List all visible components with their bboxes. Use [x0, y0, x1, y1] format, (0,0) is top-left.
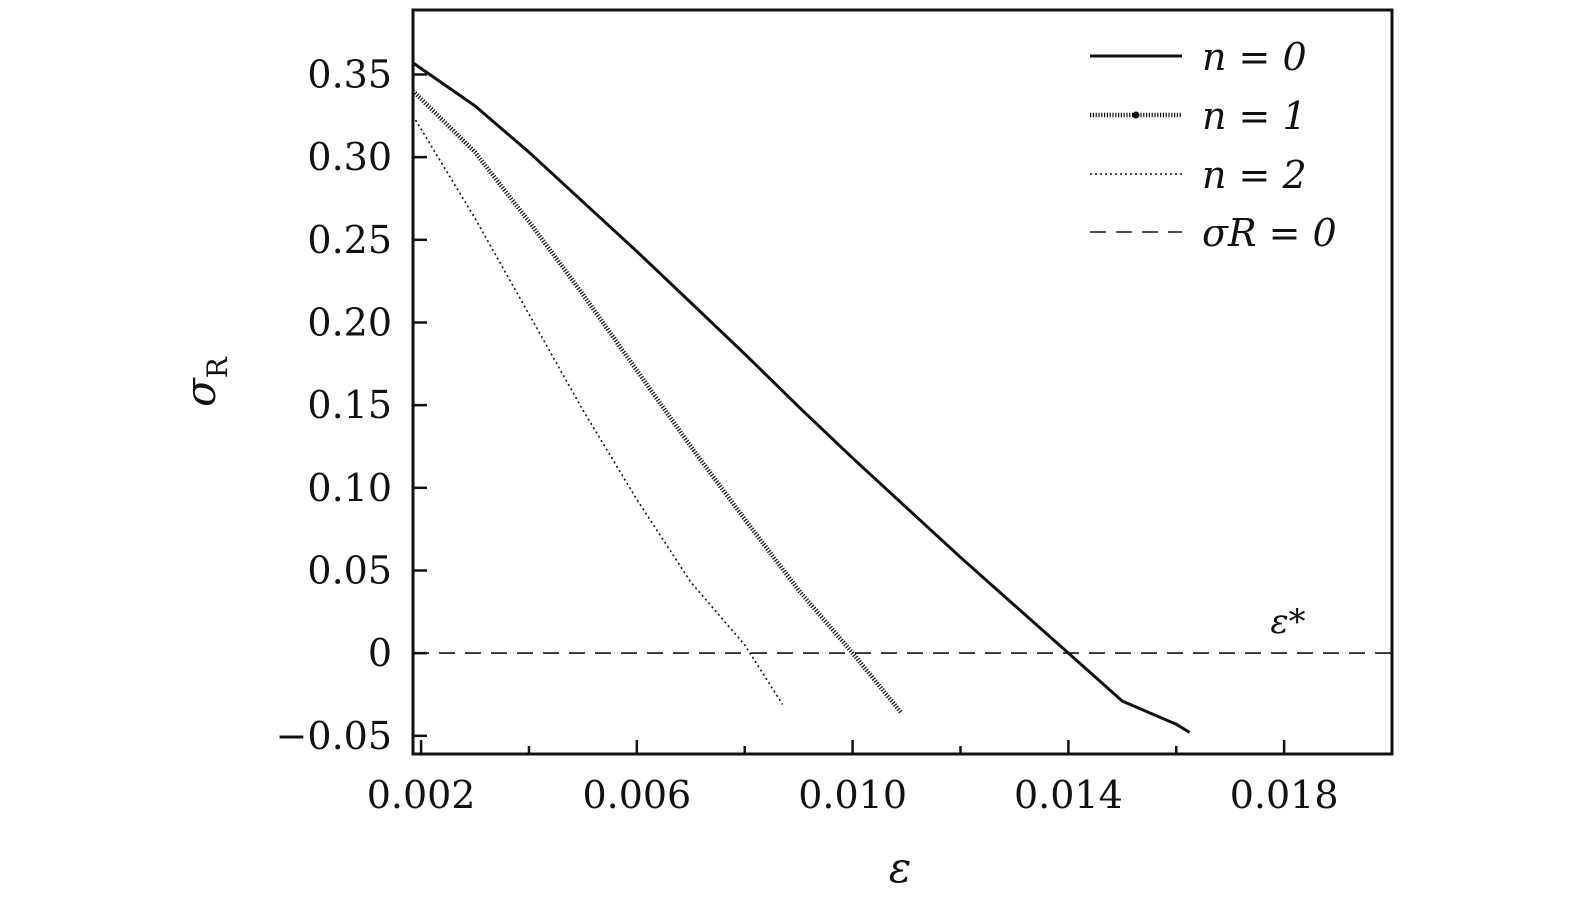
y-tick-label: 0.15 — [307, 383, 392, 427]
x-axis-ticks: 0.002 0.006 0.010 0.014 0.018 — [367, 740, 1339, 817]
y-tick-label: 0.30 — [307, 135, 392, 179]
series-line-2 — [412, 115, 784, 705]
x-tick-label: 0.018 — [1230, 773, 1339, 817]
x-tick-label: 0.010 — [798, 773, 907, 817]
y-axis-label-symbol: σ — [176, 377, 225, 407]
legend-label-3: σR = 0 — [1202, 211, 1337, 255]
y-axis-label: σR — [176, 356, 234, 407]
legend-marker — [1132, 111, 1140, 119]
legend-label-0: n = 0 — [1202, 35, 1307, 79]
series-layer — [411, 61, 1392, 734]
y-tick-label: 0.20 — [307, 300, 392, 344]
legend-label-1: n = 1 — [1202, 94, 1307, 138]
y-tick-label: 0 — [368, 631, 392, 675]
y-tick-label: −0.05 — [276, 714, 392, 758]
y-tick-label: 0.10 — [307, 466, 392, 510]
series-line-0 — [412, 61, 1191, 734]
y-axis-label-subscript: R — [201, 356, 234, 378]
y-tick-label: 0.25 — [307, 218, 392, 262]
legend: n = 0 n = 1 n = 2 σR = 0 — [1090, 35, 1337, 255]
series-line-1 — [411, 89, 903, 715]
legend-label-2: n = 2 — [1202, 153, 1307, 197]
y-tick-label: 0.35 — [307, 52, 392, 96]
x-tick-label: 0.006 — [582, 773, 691, 817]
x-axis-label: ε — [889, 843, 912, 892]
plot-frame — [411, 8, 1394, 756]
svg-text:σR: σR — [176, 356, 234, 407]
y-tick-label: 0.05 — [307, 548, 392, 592]
y-axis-ticks: −0.05 0 0.05 0.10 0.15 0.20 0.25 0.30 0.35 — [276, 52, 427, 758]
annotation-epsilon-star: ε* — [1270, 602, 1305, 642]
x-tick-label: 0.014 — [1014, 773, 1123, 817]
x-tick-label: 0.002 — [367, 773, 476, 817]
